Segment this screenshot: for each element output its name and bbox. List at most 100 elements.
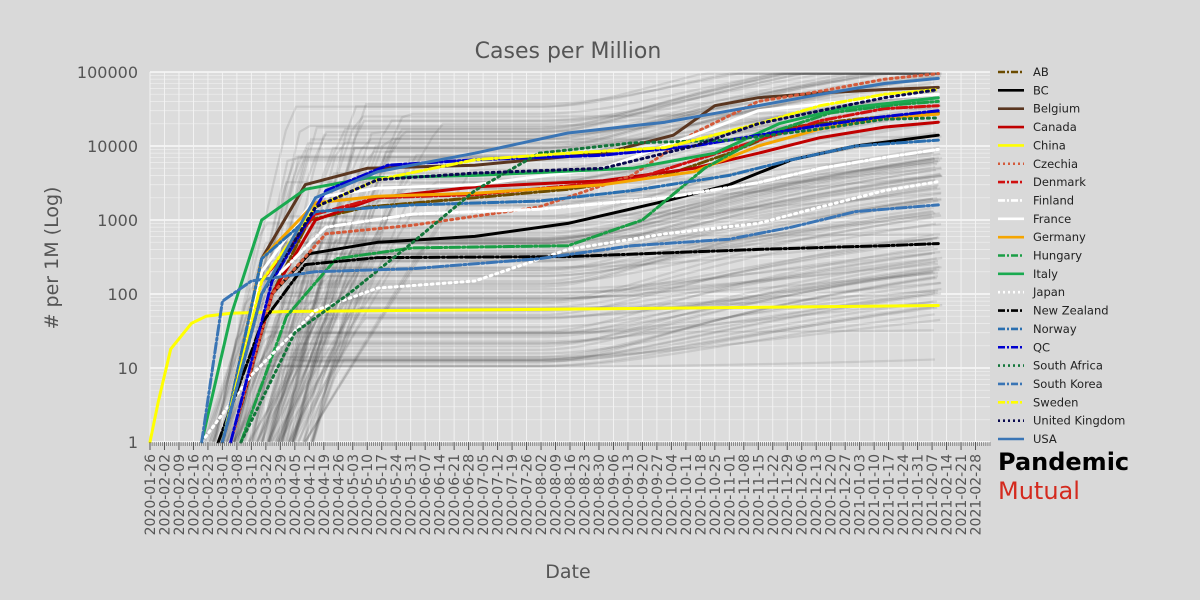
background-line xyxy=(267,281,942,443)
legend-label: France xyxy=(1033,212,1071,226)
x-tick-label: 2020-08-16 xyxy=(563,454,579,535)
x-tick-label: 2020-06-14 xyxy=(433,454,449,535)
background-line xyxy=(250,81,935,443)
legend-label: QC xyxy=(1033,340,1050,354)
x-tick-label: 2020-08-02 xyxy=(534,454,550,535)
background-line xyxy=(297,236,940,443)
x-tick-label: 2020-09-13 xyxy=(621,454,637,535)
background-line xyxy=(265,97,940,443)
background-line xyxy=(203,72,940,443)
background-line xyxy=(281,72,935,443)
legend-label: New Zealand xyxy=(1033,304,1109,318)
background-line xyxy=(282,72,936,443)
background-line xyxy=(219,313,935,443)
x-tick-label: 2020-08-09 xyxy=(549,454,565,535)
legend-label: Czechia xyxy=(1033,157,1078,171)
background-line xyxy=(277,173,941,443)
background-line xyxy=(261,358,935,443)
series-line-germany xyxy=(220,112,940,444)
background-line xyxy=(237,266,942,443)
background-line xyxy=(202,236,939,443)
x-tick-label: 2021-01-31 xyxy=(911,454,927,535)
x-tick-label: 2020-07-26 xyxy=(520,454,536,535)
background-line xyxy=(268,174,943,443)
x-tick-label: 2020-02-09 xyxy=(172,454,188,535)
brand-mutual: Mutual xyxy=(998,477,1080,505)
legend: AB BC Belgium Canada China Czechia Denmark Finl… xyxy=(998,65,1125,446)
background-line xyxy=(241,212,936,443)
background-line xyxy=(280,239,934,443)
background-line xyxy=(311,300,934,443)
y-tick-label: 1000 xyxy=(97,211,138,230)
x-tick-label: 2020-10-18 xyxy=(693,454,709,535)
series-line-south-korea xyxy=(200,203,940,444)
background-line xyxy=(233,72,938,443)
background-line xyxy=(232,268,937,443)
series-line-hungary xyxy=(239,99,940,444)
background-line xyxy=(292,72,935,443)
legend-label: Germany xyxy=(1033,230,1086,244)
x-tick-label: 2021-02-21 xyxy=(954,454,970,535)
x-tick-label: 2020-07-05 xyxy=(476,454,492,535)
legend-label: Japan xyxy=(1032,285,1065,299)
background-line xyxy=(220,72,935,443)
y-tick-label: 100 xyxy=(107,285,138,304)
series-line-canada xyxy=(229,120,940,444)
legend-label: Norway xyxy=(1033,322,1077,336)
y-axis-label: # per 1M (Log) xyxy=(41,187,63,330)
background-line xyxy=(211,72,937,443)
x-tick-label: 2020-09-27 xyxy=(650,454,666,535)
series-line-usa xyxy=(220,76,940,444)
background-line xyxy=(251,179,936,443)
background-line xyxy=(276,72,940,443)
x-tick-label: 2020-05-31 xyxy=(404,454,420,535)
background-line xyxy=(256,72,940,443)
x-tick-label: 2020-12-20 xyxy=(824,454,840,535)
x-tick-label: 2020-11-22 xyxy=(766,454,782,535)
background-line xyxy=(303,168,937,443)
background-line xyxy=(225,159,941,443)
x-tick-label: 2020-05-17 xyxy=(375,454,391,535)
series-line-czechia xyxy=(229,72,940,444)
legend-label: Denmark xyxy=(1033,175,1086,189)
legend-label: South Africa xyxy=(1033,359,1103,373)
background-line xyxy=(251,290,936,443)
x-tick-label: 2020-11-01 xyxy=(722,454,738,535)
background-line xyxy=(277,152,941,443)
x-tick-label: 2020-01-26 xyxy=(143,454,159,535)
x-tick-label: 2020-08-23 xyxy=(577,454,593,535)
x-tick-label: 2020-04-26 xyxy=(331,454,347,535)
x-tick-label: 2020-11-08 xyxy=(737,454,753,535)
background-line xyxy=(288,292,942,443)
legend-label: AB xyxy=(1033,65,1049,79)
x-tick-label: 2021-02-28 xyxy=(969,454,985,535)
x-axis-label: Date xyxy=(545,561,590,583)
series-line-italy xyxy=(200,96,940,444)
x-tick-label: 2020-07-12 xyxy=(491,454,507,535)
y-tick-label: 10 xyxy=(118,359,138,378)
legend-label: Belgium xyxy=(1033,102,1080,116)
x-tick-label: 2020-02-02 xyxy=(157,454,173,535)
x-tick-label: 2020-03-15 xyxy=(244,454,260,535)
x-tick-label: 2021-01-24 xyxy=(896,454,912,535)
background-line xyxy=(218,216,934,443)
background-line xyxy=(261,276,936,443)
legend-label: BC xyxy=(1033,83,1049,97)
x-tick-label: 2020-11-29 xyxy=(780,454,796,535)
background-line xyxy=(208,245,935,443)
background-line xyxy=(297,233,941,443)
x-tick-label: 2020-03-08 xyxy=(230,454,246,535)
background-line xyxy=(248,106,933,443)
background-line xyxy=(280,72,933,443)
background-line xyxy=(263,306,938,443)
background-line xyxy=(303,261,936,443)
background-line xyxy=(226,214,942,443)
x-tick-label: 2020-09-20 xyxy=(635,454,651,535)
x-tick-label: 2020-04-05 xyxy=(288,454,304,535)
background-line xyxy=(237,72,942,443)
background-line xyxy=(233,159,939,443)
y-tick-label: 100000 xyxy=(77,63,138,82)
x-tick-label: 2020-11-15 xyxy=(751,454,767,535)
legend-label: USA xyxy=(1033,432,1057,446)
